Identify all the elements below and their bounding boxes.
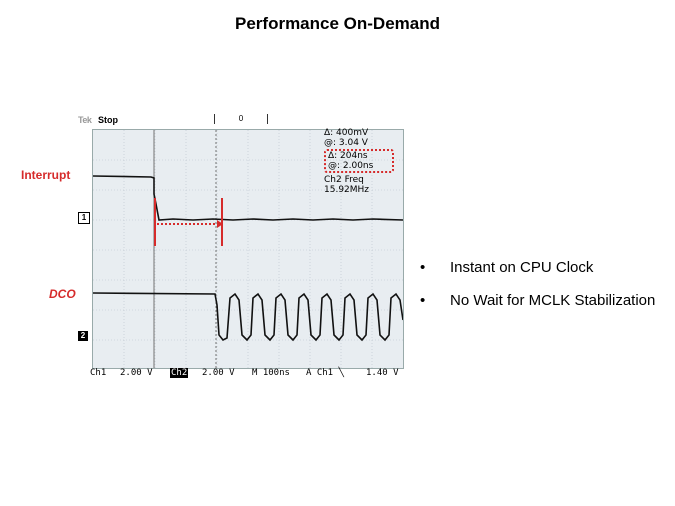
delta-voltage: Δ: 400mV (324, 128, 369, 138)
measurement-readout: Δ: 400mV @: 3.04 V Δ: 204ns @: 2.00ns Ch… (324, 128, 404, 195)
bullet-item: No Wait for MCLK Stabilization (420, 291, 670, 310)
dco-label: DCO (49, 287, 76, 301)
at-time: @: 2.00ns (328, 161, 374, 171)
delta-time: Δ: 204ns (328, 151, 368, 161)
delay-arrowhead (217, 220, 223, 228)
scope-display (92, 129, 404, 369)
slide-title: Performance On-Demand (235, 14, 440, 33)
at-voltage: @: 3.04 V (324, 138, 368, 148)
acquisition-state: Stop (98, 115, 118, 125)
ch2-scale: 2.00 V (202, 368, 235, 378)
waveform-graticule (92, 130, 404, 368)
dco-trace (92, 292, 404, 342)
bullet-list: Instant on CPU Clock No Wait for MCLK St… (420, 258, 670, 324)
channel-2-marker: 2 (78, 331, 88, 341)
scope-header: Tek Stop 0 (76, 112, 408, 128)
interrupt-label: Interrupt (21, 168, 71, 182)
ch2-label: Ch2 (170, 368, 189, 378)
freq-label: Ch2 Freq (324, 175, 364, 185)
channel-1-marker: 1 (78, 212, 90, 224)
oscilloscope-screenshot: Tek Stop 0 (76, 112, 408, 380)
freq-value: 15.92MHz (324, 185, 370, 195)
timebase: M 100ns (252, 368, 290, 378)
trigger-level: 1.40 V (366, 368, 399, 378)
ch1-scale: 2.00 V (120, 368, 153, 378)
trigger-position-indicator: 0 (214, 114, 268, 124)
brand-logo: Tek (78, 115, 92, 125)
trigger-source: A Ch1 ╲ (306, 368, 344, 378)
scope-footer: Ch1 2.00 V Ch2 2.00 V M 100ns A Ch1 ╲ 1.… (76, 368, 408, 380)
ch1-label: Ch1 (90, 368, 107, 378)
time-measurement-highlight: Δ: 204ns @: 2.00ns (324, 149, 394, 173)
bullet-item: Instant on CPU Clock (420, 258, 670, 277)
